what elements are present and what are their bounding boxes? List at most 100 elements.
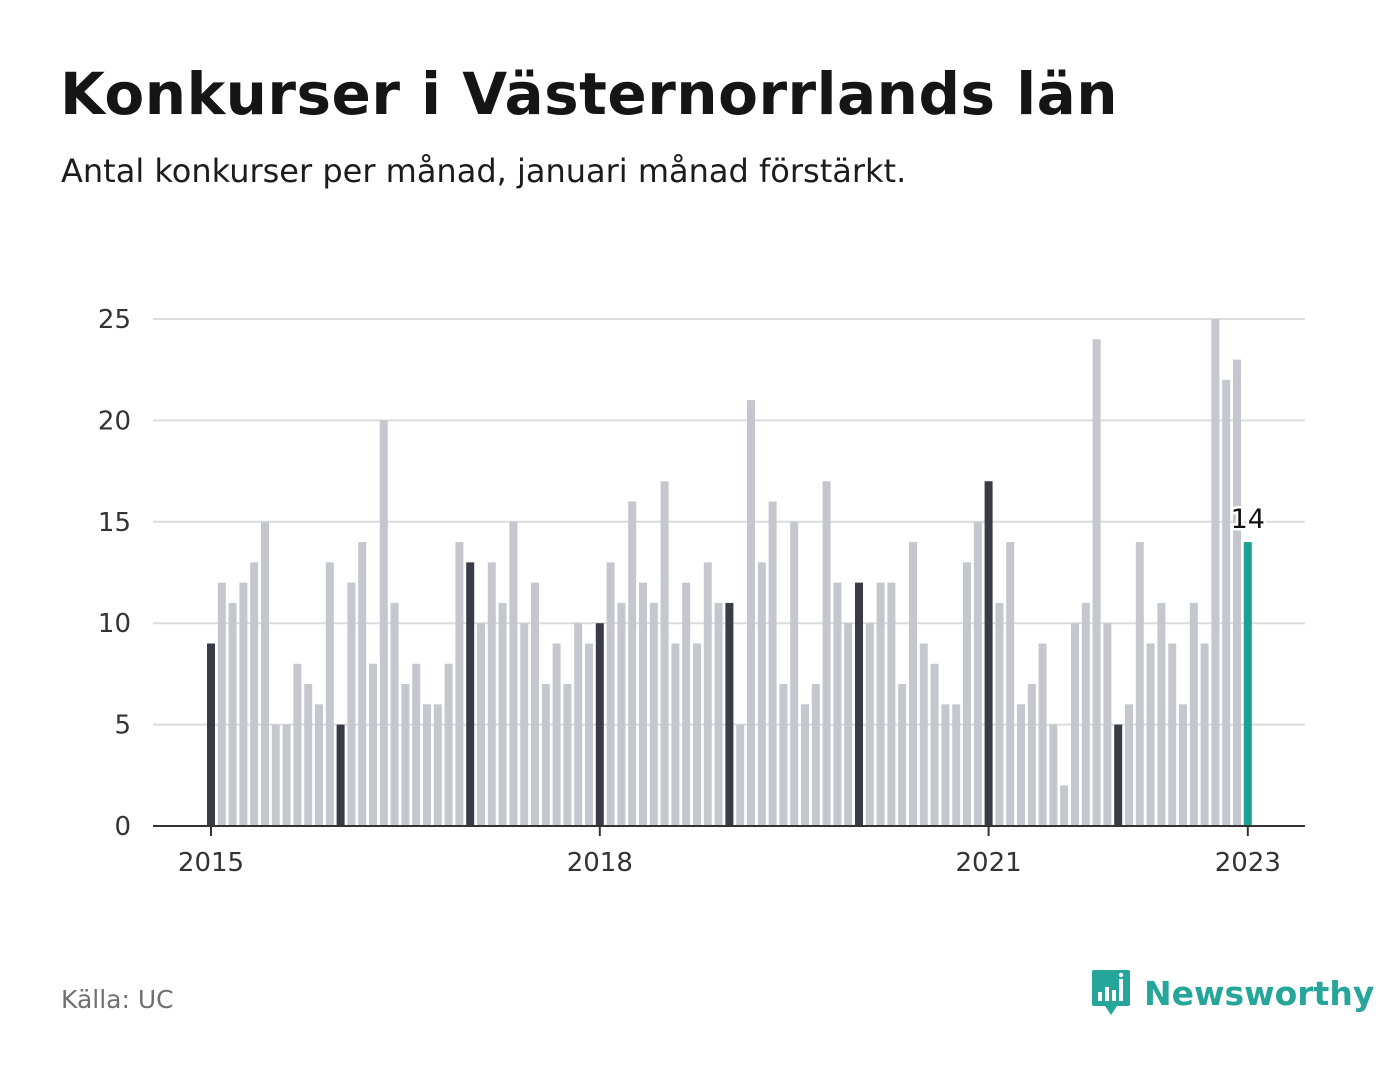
bar bbox=[606, 562, 615, 826]
bar bbox=[1060, 785, 1069, 826]
bar bbox=[1135, 542, 1144, 826]
bar bbox=[757, 562, 766, 826]
bar bbox=[747, 400, 755, 826]
bar-january bbox=[207, 643, 215, 826]
bar bbox=[520, 623, 529, 826]
bar bbox=[239, 582, 248, 826]
bar bbox=[228, 602, 237, 826]
bar bbox=[1006, 542, 1015, 826]
bar bbox=[1049, 724, 1058, 826]
data-labels: 14 bbox=[1228, 502, 1267, 538]
y-tick-label: 20 bbox=[98, 406, 131, 436]
bar bbox=[790, 521, 799, 826]
bar bbox=[1081, 602, 1090, 826]
x-axis-ticks: 2015 2018 2021 2023 bbox=[178, 826, 1281, 878]
bar bbox=[325, 562, 334, 826]
bar bbox=[973, 521, 982, 826]
bar-january bbox=[725, 602, 734, 826]
bar bbox=[379, 420, 388, 826]
chart-title: Konkurser i Västernorrlands län bbox=[60, 60, 1118, 128]
bar bbox=[1200, 643, 1209, 826]
bar bbox=[682, 582, 691, 826]
bar bbox=[1179, 704, 1187, 826]
y-tick-label: 10 bbox=[98, 609, 131, 639]
bar bbox=[293, 663, 302, 826]
bar bbox=[779, 684, 788, 826]
bar bbox=[574, 623, 583, 826]
bar bbox=[563, 684, 572, 826]
bar bbox=[887, 582, 896, 826]
bar bbox=[1071, 623, 1079, 826]
x-tick-label: 2015 bbox=[178, 848, 244, 878]
bar bbox=[649, 602, 658, 826]
x-tick-label: 2023 bbox=[1215, 848, 1281, 878]
bar bbox=[1146, 643, 1155, 826]
bar bbox=[909, 542, 917, 826]
bar bbox=[714, 602, 723, 826]
bar bbox=[347, 582, 356, 826]
bar bbox=[844, 623, 853, 826]
newsworthy-logo-icon bbox=[1092, 970, 1130, 1015]
bar bbox=[671, 643, 680, 826]
bar bbox=[487, 562, 496, 826]
bar bbox=[1103, 623, 1112, 826]
bar bbox=[1017, 704, 1025, 826]
bar bbox=[693, 643, 701, 826]
y-axis-ticks: 0 5 10 15 20 25 bbox=[98, 305, 131, 842]
bar bbox=[941, 704, 950, 826]
bar-highlight bbox=[1243, 542, 1252, 826]
bar bbox=[898, 684, 907, 826]
bar bbox=[833, 582, 842, 826]
bar bbox=[585, 643, 593, 826]
bar bbox=[271, 724, 280, 826]
bar bbox=[660, 481, 669, 826]
bar-january bbox=[855, 582, 863, 826]
bar bbox=[509, 521, 518, 826]
bar bbox=[217, 582, 226, 826]
bar bbox=[541, 684, 550, 826]
bar-january bbox=[984, 481, 993, 826]
bar bbox=[1189, 602, 1198, 826]
x-tick-label: 2018 bbox=[567, 848, 633, 878]
bar bbox=[736, 724, 745, 826]
x-tick-label: 2021 bbox=[956, 848, 1022, 878]
bar bbox=[703, 562, 712, 826]
bar bbox=[919, 643, 928, 826]
bar bbox=[531, 582, 539, 826]
bar bbox=[358, 542, 367, 826]
bar-january bbox=[1114, 724, 1123, 826]
bars bbox=[207, 319, 1252, 826]
bar bbox=[423, 704, 431, 826]
bar bbox=[552, 643, 561, 826]
bar bbox=[1027, 684, 1036, 826]
bar bbox=[455, 542, 464, 826]
bar bbox=[433, 704, 442, 826]
chart-subtitle: Antal konkurser per månad, januari månad… bbox=[61, 152, 907, 190]
brand-name: Newsworthy bbox=[1144, 973, 1375, 1013]
bar bbox=[477, 623, 485, 826]
bar bbox=[1038, 643, 1047, 826]
bar bbox=[412, 663, 421, 826]
bar bbox=[1222, 379, 1231, 826]
bar-january bbox=[336, 724, 345, 826]
bar bbox=[369, 663, 377, 826]
bar bbox=[865, 623, 874, 826]
bar bbox=[250, 562, 259, 826]
bar bbox=[768, 501, 777, 826]
bar bbox=[876, 582, 885, 826]
bar bbox=[963, 562, 971, 826]
bar bbox=[801, 704, 809, 826]
bar bbox=[1092, 339, 1101, 826]
bar bbox=[995, 602, 1004, 826]
y-tick-label: 5 bbox=[114, 711, 131, 741]
highlight-data-label: 14 bbox=[1231, 504, 1265, 535]
bar bbox=[617, 602, 626, 826]
bar bbox=[282, 724, 291, 826]
bar bbox=[822, 481, 831, 826]
bar bbox=[811, 684, 820, 826]
bar bbox=[1168, 643, 1177, 826]
bar bbox=[390, 602, 399, 826]
bar bbox=[498, 602, 507, 826]
bar bbox=[1157, 602, 1166, 826]
